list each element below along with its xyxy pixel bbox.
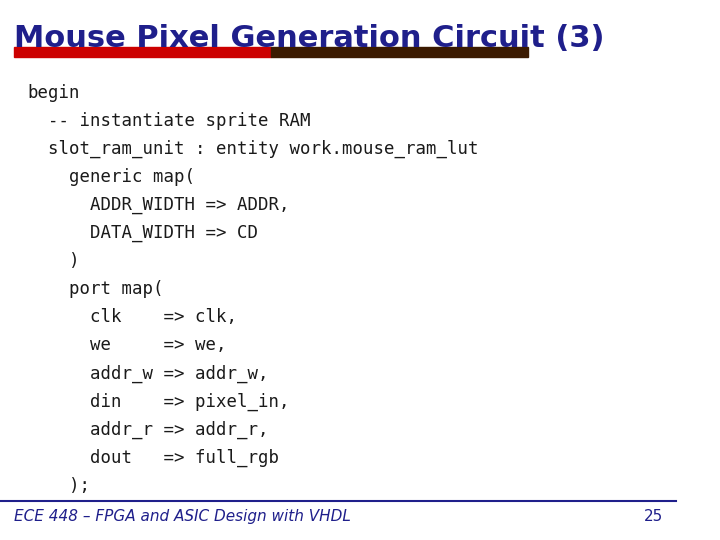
Text: generic map(: generic map( — [27, 168, 195, 186]
Bar — [271, 47, 528, 57]
Text: ECE 448 – FPGA and ASIC Design with VHDL: ECE 448 – FPGA and ASIC Design with VHDL — [14, 509, 351, 524]
Text: DATA_WIDTH => CD: DATA_WIDTH => CD — [27, 224, 258, 242]
Text: -- instantiate sprite RAM: -- instantiate sprite RAM — [27, 112, 310, 130]
Text: clk    => clk,: clk => clk, — [27, 308, 237, 326]
Text: Mouse Pixel Generation Circuit (3): Mouse Pixel Generation Circuit (3) — [14, 24, 604, 53]
Text: slot_ram_unit : entity work.mouse_ram_lut: slot_ram_unit : entity work.mouse_ram_lu… — [27, 140, 479, 158]
Bar — [14, 47, 271, 57]
Text: din    => pixel_in,: din => pixel_in, — [27, 393, 289, 411]
Text: 25: 25 — [644, 509, 663, 524]
Text: ): ) — [27, 252, 79, 270]
Text: port map(: port map( — [27, 280, 163, 298]
Text: we     => we,: we => we, — [27, 336, 227, 354]
Text: );: ); — [27, 477, 90, 495]
Text: ADDR_WIDTH => ADDR,: ADDR_WIDTH => ADDR, — [27, 196, 289, 214]
Text: begin: begin — [27, 84, 79, 102]
Text: addr_w => addr_w,: addr_w => addr_w, — [27, 364, 269, 383]
Text: addr_r => addr_r,: addr_r => addr_r, — [27, 421, 269, 439]
Text: dout   => full_rgb: dout => full_rgb — [27, 449, 279, 467]
